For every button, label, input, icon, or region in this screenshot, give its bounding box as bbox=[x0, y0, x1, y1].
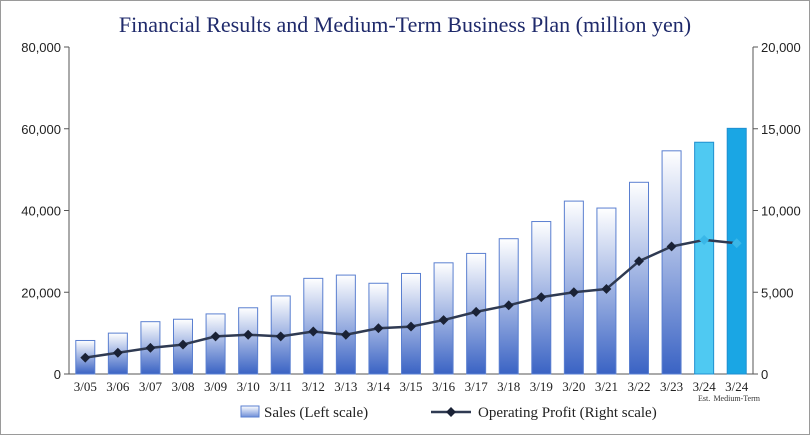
operating-profit-point bbox=[503, 300, 514, 311]
operating-profit-point bbox=[373, 323, 384, 334]
operating-profit-line bbox=[80, 234, 742, 363]
category-label: 3/14 bbox=[367, 379, 391, 394]
sales-bar bbox=[335, 274, 356, 375]
right-axis-ticks: 0 5,000 10,000 15,000 20,000 bbox=[753, 40, 801, 382]
legend-profit-marker bbox=[446, 407, 456, 417]
operating-profit-point bbox=[731, 238, 742, 249]
sales-bar bbox=[694, 141, 715, 375]
category-label: 3/23 bbox=[660, 379, 683, 394]
operating-profit-point bbox=[178, 339, 188, 350]
operating-profit-point bbox=[471, 306, 482, 317]
left-tick-label: 0 bbox=[54, 367, 61, 382]
category-label: 3/24 bbox=[725, 379, 749, 394]
legend: Sales (Left scale) Operating Profit (Rig… bbox=[240, 405, 657, 421]
category-label: 3/17 bbox=[465, 379, 489, 394]
plot-area: 0 20,000 40,000 60,000 80,000 0 5,000 10,000 15… bbox=[21, 40, 801, 403]
category-label: 3/18 bbox=[497, 379, 520, 394]
category-label: 3/12 bbox=[302, 379, 325, 394]
left-tick-label: 60,000 bbox=[21, 122, 61, 137]
legend-sales-label: Sales (Left scale) bbox=[264, 405, 368, 421]
category-label: 3/24 bbox=[693, 379, 717, 394]
operating-profit-point bbox=[340, 329, 351, 340]
operating-profit-point bbox=[666, 241, 677, 252]
category-label: 3/09 bbox=[204, 379, 227, 394]
left-tick-label: 20,000 bbox=[21, 285, 61, 300]
category-sublabel: Medium-Term bbox=[713, 394, 760, 403]
right-tick-label: 10,000 bbox=[761, 204, 801, 219]
category-labels: 3/05 3/06 3/07 3/08 3/09 3/10 3/11 3/12 3/13 3/14… bbox=[74, 379, 761, 403]
legend-sales-swatch bbox=[240, 405, 260, 418]
operating-profit-point bbox=[536, 292, 547, 303]
right-tick-label: 15,000 bbox=[761, 122, 801, 137]
category-label: 3/06 bbox=[106, 379, 130, 394]
left-axis-ticks: 0 20,000 40,000 60,000 80,000 bbox=[21, 40, 69, 382]
right-tick-label: 5,000 bbox=[761, 285, 794, 300]
operating-profit-point bbox=[406, 321, 416, 332]
operating-profit-point bbox=[210, 331, 221, 342]
category-label: 3/19 bbox=[530, 379, 553, 394]
operating-profit-point bbox=[634, 256, 644, 267]
category-label: 3/22 bbox=[627, 379, 650, 394]
category-label: 3/21 bbox=[595, 379, 618, 394]
sales-bars bbox=[75, 127, 747, 375]
operating-profit-point bbox=[601, 284, 612, 294]
right-tick-label: 20,000 bbox=[761, 40, 801, 55]
operating-profit-point bbox=[308, 326, 319, 337]
category-label: 3/20 bbox=[562, 379, 585, 394]
operating-profit-point bbox=[243, 329, 254, 340]
category-label: 3/05 bbox=[74, 379, 97, 394]
sales-bar bbox=[303, 277, 324, 375]
operating-profit-point bbox=[699, 234, 710, 245]
chart-title: Financial Results and Medium-Term Busine… bbox=[119, 12, 691, 37]
category-label: 3/08 bbox=[171, 379, 194, 394]
operating-profit-point bbox=[275, 331, 286, 342]
left-tick-label: 40,000 bbox=[21, 204, 61, 219]
category-label: 3/15 bbox=[399, 379, 422, 394]
sales-bar bbox=[205, 313, 226, 375]
operating-profit-point bbox=[438, 315, 449, 325]
legend-profit-label: Operating Profit (Right scale) bbox=[478, 405, 657, 421]
operating-profit-point bbox=[568, 287, 579, 298]
sales-bar bbox=[629, 181, 649, 375]
right-tick-label: 0 bbox=[761, 367, 768, 382]
category-label: 3/11 bbox=[269, 379, 292, 394]
category-label: 3/10 bbox=[237, 379, 260, 394]
operating-profit-point bbox=[145, 342, 156, 353]
sales-bar bbox=[238, 307, 259, 375]
category-label: 3/16 bbox=[432, 379, 456, 394]
category-label: 3/07 bbox=[139, 379, 163, 394]
category-sublabel: Est. bbox=[698, 394, 710, 403]
sales-bar bbox=[661, 150, 682, 375]
category-label: 3/13 bbox=[334, 379, 357, 394]
sales-bar bbox=[726, 127, 747, 375]
left-tick-label: 80,000 bbox=[21, 40, 61, 55]
